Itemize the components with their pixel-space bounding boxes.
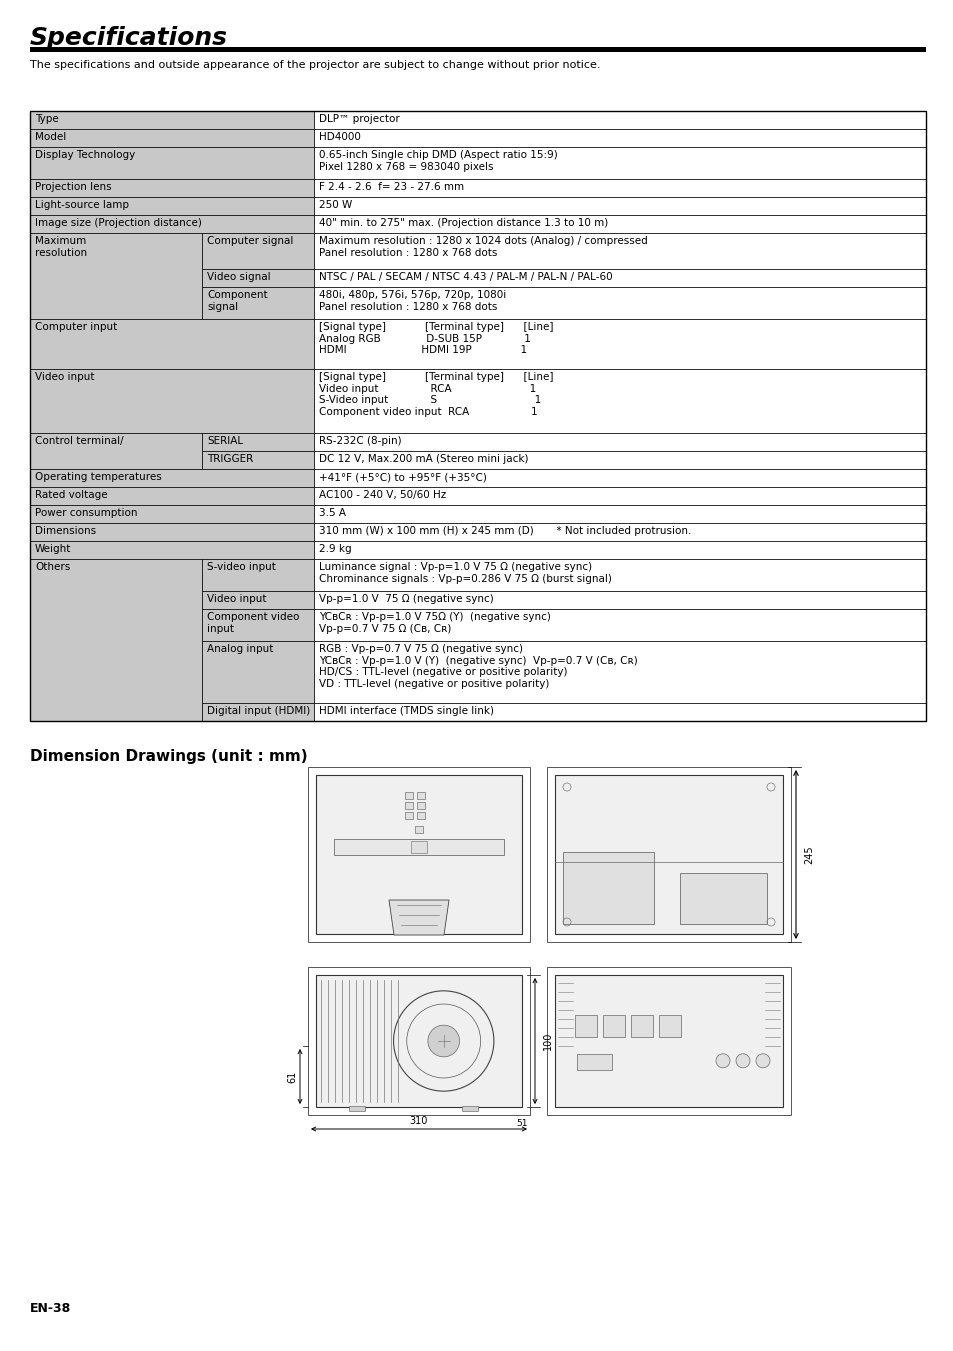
Bar: [314, 215, 925, 232]
Bar: [30, 319, 314, 369]
Circle shape: [716, 1054, 729, 1067]
Bar: [546, 967, 790, 1115]
Text: 310 mm (W) x 100 mm (H) x 245 mm (D)       * Not included protrusion.: 310 mm (W) x 100 mm (H) x 245 mm (D) * N…: [318, 526, 691, 536]
Bar: [30, 111, 925, 721]
Bar: [630, 1015, 652, 1038]
Bar: [30, 47, 925, 51]
Bar: [30, 486, 314, 505]
Bar: [314, 469, 925, 486]
Text: RS-232C (8-pin): RS-232C (8-pin): [318, 436, 401, 446]
Bar: [462, 1106, 478, 1111]
Text: The specifications and outside appearance of the projector are subject to change: The specifications and outside appearanc…: [30, 59, 599, 70]
Text: AC100 - 240 V, 50/60 Hz: AC100 - 240 V, 50/60 Hz: [318, 490, 446, 500]
Circle shape: [735, 1054, 749, 1067]
Text: Specifications: Specifications: [30, 26, 228, 50]
Bar: [30, 111, 314, 128]
Text: YCʙCʀ : Vp-p=1.0 V 75Ω (Y)  (negative sync)
Vp-p=0.7 V 75 Ω (Cʙ, Cʀ): YCʙCʀ : Vp-p=1.0 V 75Ω (Y) (negative syn…: [318, 612, 550, 634]
Text: Video input: Video input: [35, 372, 94, 382]
Bar: [659, 1015, 680, 1038]
Text: TRIGGER: TRIGGER: [207, 454, 253, 463]
Bar: [679, 873, 766, 924]
Bar: [30, 469, 314, 486]
Bar: [314, 232, 925, 269]
Text: NTSC / PAL / SECAM / NTSC 4.43 / PAL-M / PAL-N / PAL-60: NTSC / PAL / SECAM / NTSC 4.43 / PAL-M /…: [318, 272, 612, 282]
Bar: [314, 505, 925, 523]
Text: Projection lens: Projection lens: [35, 182, 112, 192]
Text: 51: 51: [516, 1119, 527, 1128]
Bar: [334, 839, 503, 855]
Bar: [555, 775, 782, 934]
Bar: [314, 540, 925, 559]
Bar: [315, 975, 521, 1106]
Bar: [415, 825, 422, 834]
Text: S-video input: S-video input: [207, 562, 275, 571]
Circle shape: [428, 1025, 459, 1056]
Bar: [202, 590, 314, 609]
Text: RGB : Vp-p=0.7 V 75 Ω (negative sync)
YCʙCʀ : Vp-p=1.0 V (Y)  (negative sync)  V: RGB : Vp-p=0.7 V 75 Ω (negative sync) YC…: [318, 644, 638, 689]
Bar: [314, 147, 925, 178]
Text: EN-38: EN-38: [30, 1302, 71, 1315]
Text: 250 W: 250 W: [318, 200, 352, 209]
Text: Analog input: Analog input: [207, 644, 274, 654]
Bar: [314, 640, 925, 703]
Bar: [349, 1106, 365, 1111]
Text: 40" min. to 275" max. (Projection distance 1.3 to 10 m): 40" min. to 275" max. (Projection distan…: [318, 218, 608, 228]
Bar: [314, 128, 925, 147]
Polygon shape: [389, 900, 449, 935]
Text: Rated voltage: Rated voltage: [35, 490, 108, 500]
Text: Video signal: Video signal: [207, 272, 271, 282]
Text: 245: 245: [803, 846, 813, 863]
Bar: [314, 451, 925, 469]
Text: Image size (Projection distance): Image size (Projection distance): [35, 218, 202, 228]
Text: 310: 310: [410, 1116, 428, 1125]
Bar: [30, 197, 314, 215]
Text: 0.65-inch Single chip DMD (Aspect ratio 15:9)
Pixel 1280 x 768 = 983040 pixels: 0.65-inch Single chip DMD (Aspect ratio …: [318, 150, 558, 172]
Bar: [314, 703, 925, 721]
Text: Component video
input: Component video input: [207, 612, 299, 634]
Bar: [202, 232, 314, 269]
Text: 100: 100: [542, 1032, 553, 1050]
Bar: [30, 232, 202, 319]
Bar: [405, 812, 413, 819]
Bar: [30, 540, 314, 559]
Bar: [314, 111, 925, 128]
Bar: [202, 269, 314, 286]
Bar: [575, 1015, 597, 1038]
Text: 2.9 kg: 2.9 kg: [318, 544, 352, 554]
Text: Maximum
resolution: Maximum resolution: [35, 236, 87, 258]
Bar: [202, 609, 314, 640]
Text: Computer signal: Computer signal: [207, 236, 294, 246]
Text: 480i, 480p, 576i, 576p, 720p, 1080i
Panel resolution : 1280 x 768 dots: 480i, 480p, 576i, 576p, 720p, 1080i Pane…: [318, 290, 506, 312]
Bar: [30, 434, 202, 469]
Text: Video input: Video input: [207, 594, 266, 604]
Text: Maximum resolution : 1280 x 1024 dots (Analog) / compressed
Panel resolution : 1: Maximum resolution : 1280 x 1024 dots (A…: [318, 236, 647, 258]
Bar: [555, 975, 782, 1106]
Text: +41°F (+5°C) to +95°F (+35°C): +41°F (+5°C) to +95°F (+35°C): [318, 471, 486, 482]
Text: DC 12 V, Max.200 mA (Stereo mini jack): DC 12 V, Max.200 mA (Stereo mini jack): [318, 454, 528, 463]
Bar: [314, 369, 925, 434]
Bar: [314, 286, 925, 319]
Text: Computer input: Computer input: [35, 322, 117, 332]
Bar: [314, 319, 925, 369]
Text: Dimension Drawings (unit : mm): Dimension Drawings (unit : mm): [30, 748, 307, 765]
Bar: [314, 609, 925, 640]
Bar: [314, 523, 925, 540]
Bar: [314, 486, 925, 505]
Bar: [546, 767, 790, 942]
Text: 3.5 A: 3.5 A: [318, 508, 346, 517]
Text: 61: 61: [287, 1070, 296, 1082]
Bar: [308, 967, 530, 1115]
Bar: [30, 369, 314, 434]
Bar: [202, 703, 314, 721]
Bar: [405, 792, 413, 798]
Bar: [30, 215, 314, 232]
Text: Model: Model: [35, 132, 66, 142]
Text: Type: Type: [35, 113, 59, 124]
Text: Operating temperatures: Operating temperatures: [35, 471, 162, 482]
Bar: [202, 451, 314, 469]
Text: Display Technology: Display Technology: [35, 150, 135, 159]
Bar: [416, 792, 424, 798]
Bar: [30, 128, 314, 147]
Text: Luminance signal : Vp-p=1.0 V 75 Ω (negative sync)
Chrominance signals : Vp-p=0.: Luminance signal : Vp-p=1.0 V 75 Ω (nega…: [318, 562, 611, 584]
Text: Component
signal: Component signal: [207, 290, 268, 312]
